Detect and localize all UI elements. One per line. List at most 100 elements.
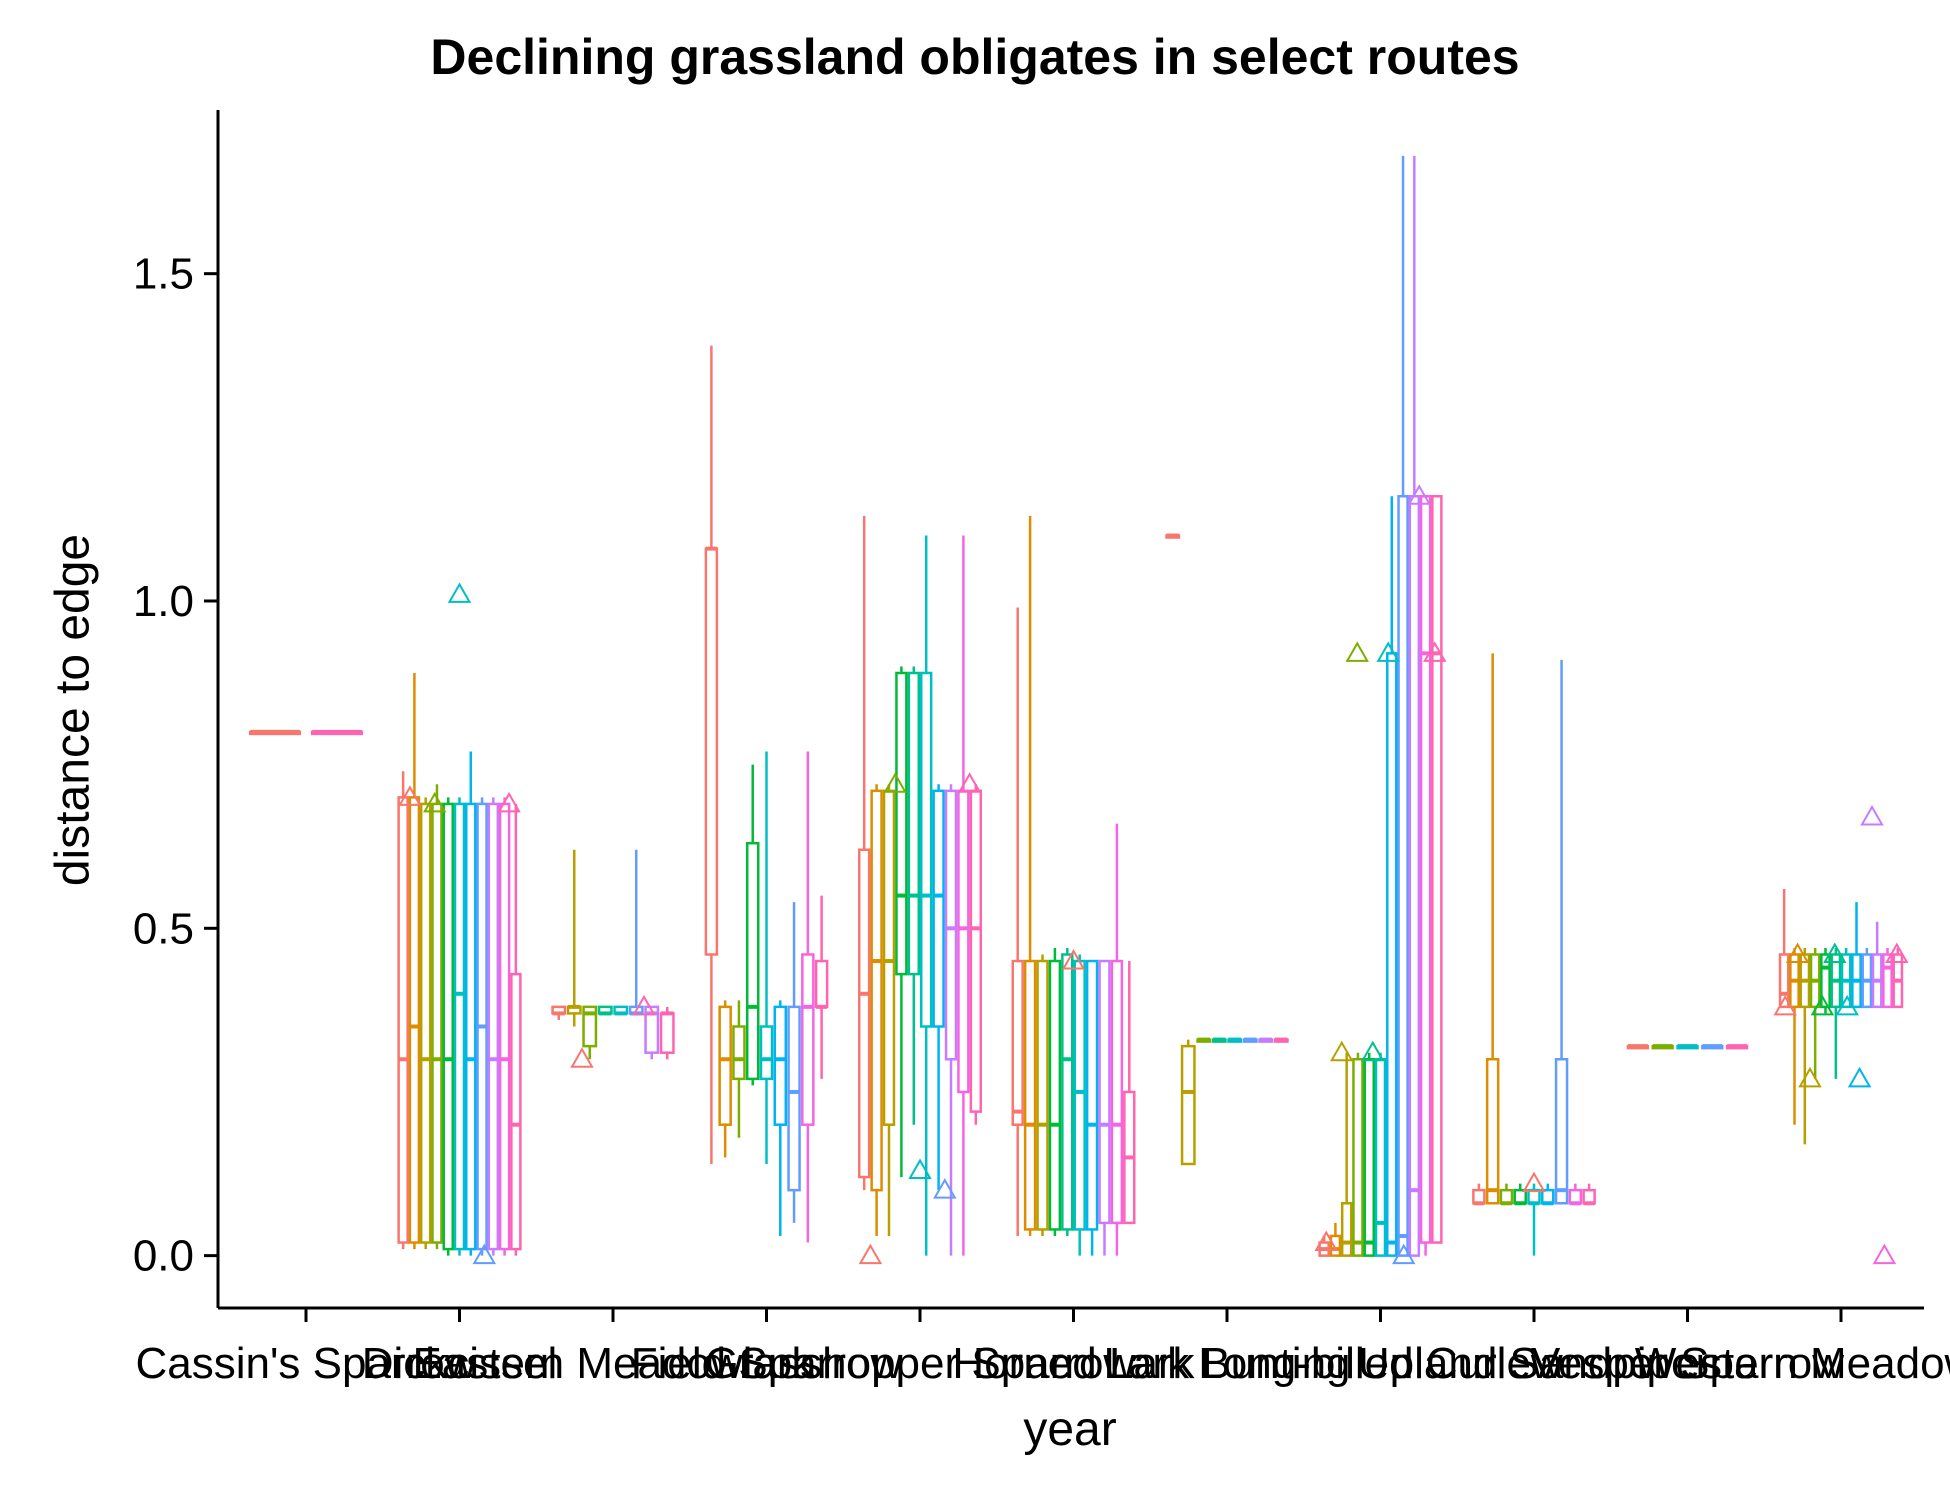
- category-group: [551, 849, 675, 1068]
- box-body: [1048, 959, 1062, 1231]
- box-body: [1778, 953, 1790, 1009]
- box-body: [932, 789, 945, 1028]
- x-tick-label: Western Meadowlark: [1635, 1339, 1950, 1388]
- box-body: [1882, 953, 1893, 1009]
- box-body: [870, 789, 883, 1192]
- box-body: [1036, 959, 1049, 1231]
- box-body: [969, 789, 983, 1113]
- box-body: [1554, 1057, 1569, 1205]
- plot-marks: [248, 155, 1909, 1265]
- box-body: [718, 1005, 732, 1126]
- category-group: [1011, 515, 1136, 1256]
- x-tick-label: Dickcissel: [362, 1339, 558, 1388]
- outlier-point: [1345, 641, 1369, 662]
- box-body: [487, 802, 500, 1251]
- box-body: [510, 972, 522, 1251]
- box-body: [882, 789, 896, 1126]
- outlier-point: [1860, 805, 1884, 826]
- y-tick-label: 1.0: [133, 577, 194, 626]
- x-tick-label: Vesper Sparrow: [1531, 1339, 1844, 1388]
- box-body: [759, 1025, 774, 1081]
- outlier-point: [1392, 1243, 1416, 1265]
- x-tick-label: Field Sparrow: [631, 1339, 903, 1388]
- box-body: [498, 802, 511, 1251]
- box-body: [732, 1025, 746, 1081]
- box-body: [408, 796, 421, 1244]
- box-body: [1180, 1044, 1196, 1166]
- outlier-point: [497, 791, 521, 813]
- box-body: [659, 1012, 675, 1054]
- x-tick-label: Upland Sandpiper: [1358, 1339, 1710, 1388]
- box-body: [907, 671, 921, 976]
- outlier-point: [908, 1158, 932, 1180]
- box-body: [1408, 494, 1421, 1257]
- outlier-point: [447, 582, 472, 603]
- box-body: [857, 848, 871, 1179]
- x-tick-label: Horned Lark: [952, 1339, 1195, 1388]
- box-body: [1386, 652, 1398, 1257]
- category-group: [1626, 1044, 1749, 1050]
- box-body: [1329, 1234, 1342, 1257]
- y-tick-label: 0.5: [133, 904, 194, 953]
- box-body: [1061, 953, 1074, 1231]
- outlier-point: [1872, 1243, 1897, 1265]
- box-body: [957, 789, 970, 1094]
- category-group: [704, 345, 829, 1243]
- outlier-point: [1847, 1066, 1872, 1088]
- box-body: [1419, 494, 1432, 1244]
- outlier-point: [422, 791, 447, 813]
- box-body: [801, 953, 815, 1126]
- box-body: [1374, 1057, 1387, 1257]
- box-body: [582, 1005, 598, 1048]
- category-group: [857, 515, 983, 1265]
- box-body: [1085, 959, 1099, 1231]
- box-body: [814, 959, 829, 1009]
- outlier-point: [570, 1047, 594, 1068]
- box-body: [1073, 959, 1086, 1231]
- outlier-point: [933, 1178, 957, 1199]
- x-tick-label: Eastern Meadowlark: [412, 1339, 814, 1388]
- outlier-point: [1376, 641, 1400, 662]
- category-group: [397, 582, 522, 1265]
- outlier-point: [472, 1243, 497, 1265]
- outlier-point: [1423, 641, 1447, 662]
- outlier-point: [1061, 949, 1086, 970]
- box-body: [895, 671, 908, 976]
- y-tick-label: 0.0: [133, 1232, 194, 1281]
- box-body: [944, 789, 958, 1061]
- box-body: [1098, 959, 1111, 1225]
- box-body: [1820, 953, 1831, 1009]
- box-body: [1397, 494, 1409, 1257]
- box-body: [397, 796, 409, 1244]
- chart-title: Declining grassland obligates in select …: [430, 29, 1520, 85]
- outlier-point: [1773, 994, 1797, 1016]
- box-body: [442, 802, 454, 1251]
- box-body: [419, 802, 432, 1244]
- box-body: [1011, 959, 1024, 1126]
- category-group: [1472, 653, 1596, 1256]
- y-axis-ticks: 0.0 0.5 1.0 1.5: [133, 250, 218, 1281]
- x-tick-label: Lark Bunting: [1103, 1339, 1350, 1388]
- outlier-point: [1798, 1066, 1822, 1088]
- box-body: [1363, 1057, 1375, 1257]
- outlier-point: [883, 772, 907, 793]
- box-body: [1352, 1057, 1364, 1257]
- box-body: [919, 671, 933, 1028]
- box-body: [465, 802, 477, 1251]
- outlier-point: [1330, 1040, 1354, 1062]
- outlier-point: [1810, 994, 1835, 1016]
- category-group: [1165, 533, 1289, 1166]
- box-body: [431, 802, 443, 1244]
- box-body: [453, 802, 466, 1251]
- x-tick-label: Long-billed Curlew: [1198, 1339, 1563, 1388]
- x-axis-label: year: [1023, 1403, 1117, 1456]
- box-body: [773, 1005, 788, 1126]
- y-tick-label: 1.5: [133, 250, 194, 299]
- box-body: [745, 841, 760, 1081]
- box-body: [787, 1005, 801, 1192]
- category-group: [248, 729, 364, 736]
- outlier-point: [957, 772, 982, 793]
- outlier-point: [1314, 1230, 1338, 1252]
